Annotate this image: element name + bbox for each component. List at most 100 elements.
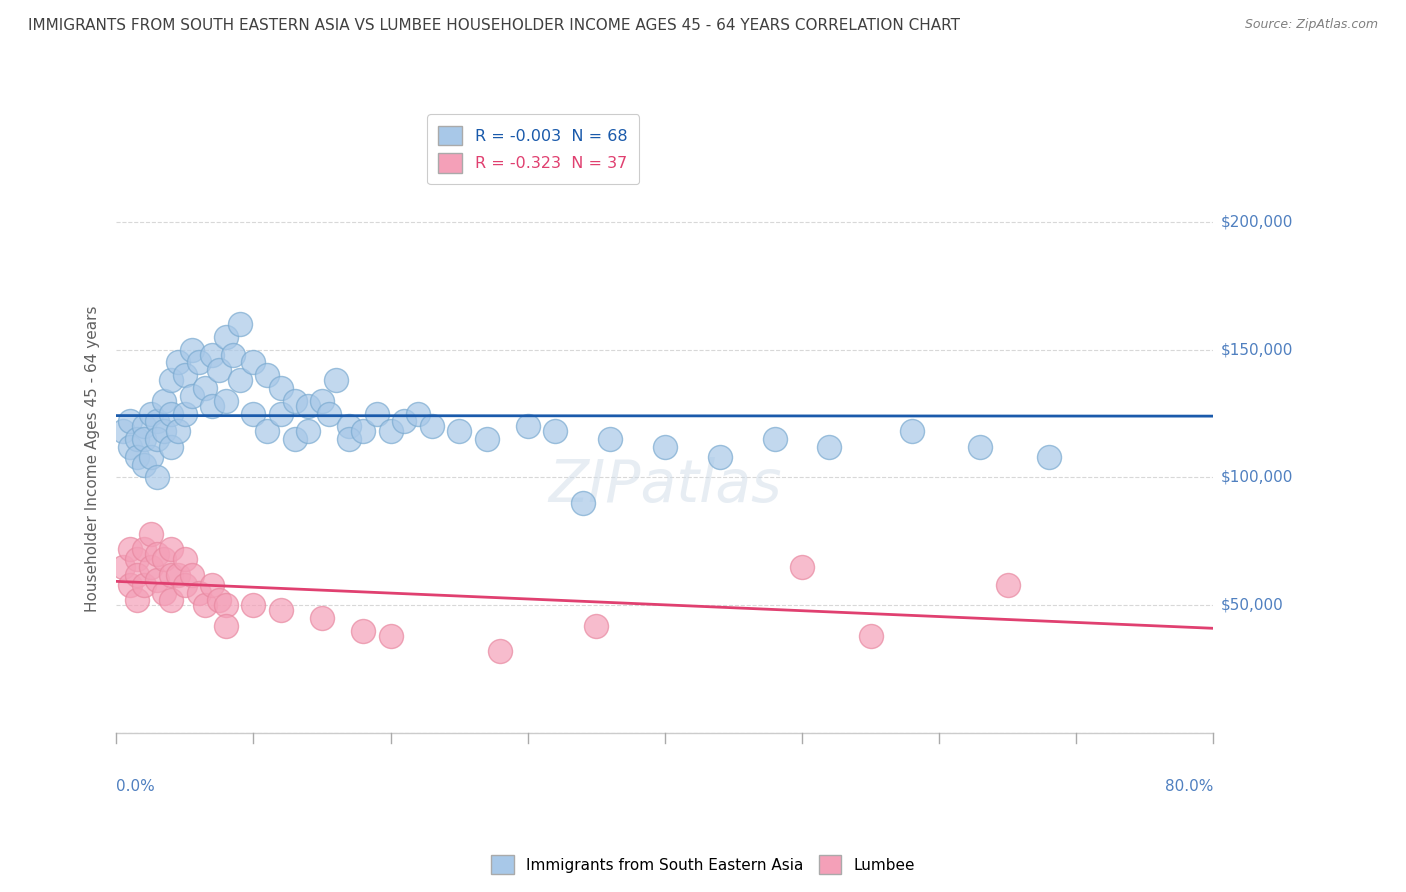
Point: [394, 414, 416, 428]
Point: [112, 560, 135, 574]
Point: [270, 407, 292, 421]
Point: [167, 567, 190, 582]
Point: [139, 560, 162, 574]
Point: [208, 593, 231, 607]
Point: [160, 593, 183, 607]
Point: [297, 399, 319, 413]
Point: [1038, 450, 1060, 464]
Text: Source: ZipAtlas.com: Source: ZipAtlas.com: [1244, 18, 1378, 31]
Point: [160, 440, 183, 454]
Point: [859, 629, 882, 643]
Point: [571, 496, 593, 510]
Point: [146, 432, 169, 446]
Point: [146, 414, 169, 428]
Point: [201, 578, 224, 592]
Point: [118, 440, 141, 454]
Point: [153, 585, 176, 599]
Point: [139, 407, 162, 421]
Point: [270, 381, 292, 395]
Point: [215, 599, 238, 613]
Point: [180, 567, 202, 582]
Point: [900, 425, 922, 439]
Point: [242, 355, 264, 369]
Point: [132, 432, 155, 446]
Point: [173, 407, 195, 421]
Point: [187, 585, 209, 599]
Point: [132, 578, 155, 592]
Point: [654, 440, 676, 454]
Point: [153, 393, 176, 408]
Point: [242, 599, 264, 613]
Text: $150,000: $150,000: [1220, 343, 1292, 357]
Point: [187, 355, 209, 369]
Legend: Immigrants from South Eastern Asia, Lumbee: Immigrants from South Eastern Asia, Lumb…: [485, 849, 921, 880]
Point: [228, 373, 250, 387]
Point: [585, 619, 607, 633]
Point: [256, 425, 278, 439]
Point: [790, 560, 813, 574]
Point: [132, 419, 155, 434]
Text: $50,000: $50,000: [1220, 598, 1284, 613]
Point: [180, 343, 202, 357]
Point: [339, 419, 361, 434]
Point: [173, 552, 195, 566]
Point: [297, 425, 319, 439]
Legend: R = -0.003  N = 68, R = -0.323  N = 37: R = -0.003 N = 68, R = -0.323 N = 37: [427, 114, 640, 184]
Point: [763, 432, 786, 446]
Point: [153, 552, 176, 566]
Point: [146, 470, 169, 484]
Point: [222, 348, 245, 362]
Point: [180, 389, 202, 403]
Point: [194, 599, 217, 613]
Point: [516, 419, 538, 434]
Point: [139, 526, 162, 541]
Point: [208, 363, 231, 377]
Point: [160, 373, 183, 387]
Point: [201, 348, 224, 362]
Point: [167, 425, 190, 439]
Text: $200,000: $200,000: [1220, 214, 1292, 229]
Point: [339, 432, 361, 446]
Point: [352, 624, 374, 638]
Point: [544, 425, 567, 439]
Point: [173, 368, 195, 383]
Point: [146, 573, 169, 587]
Point: [449, 425, 471, 439]
Point: [969, 440, 991, 454]
Point: [167, 355, 190, 369]
Point: [709, 450, 731, 464]
Point: [366, 407, 388, 421]
Point: [173, 578, 195, 592]
Text: IMMIGRANTS FROM SOUTH EASTERN ASIA VS LUMBEE HOUSEHOLDER INCOME AGES 45 - 64 YEA: IMMIGRANTS FROM SOUTH EASTERN ASIA VS LU…: [28, 18, 960, 33]
Point: [997, 578, 1019, 592]
Point: [215, 393, 238, 408]
Point: [475, 432, 498, 446]
Point: [283, 432, 305, 446]
Point: [818, 440, 841, 454]
Point: [352, 425, 374, 439]
Point: [325, 373, 347, 387]
Point: [283, 393, 305, 408]
Point: [160, 567, 183, 582]
Point: [146, 547, 169, 561]
Text: $100,000: $100,000: [1220, 470, 1292, 485]
Point: [125, 432, 148, 446]
Point: [380, 629, 402, 643]
Point: [228, 317, 250, 331]
Point: [311, 611, 333, 625]
Point: [215, 619, 238, 633]
Point: [194, 381, 217, 395]
Point: [270, 603, 292, 617]
Point: [160, 542, 183, 557]
Point: [242, 407, 264, 421]
Point: [125, 450, 148, 464]
Point: [201, 399, 224, 413]
Point: [160, 407, 183, 421]
Text: 80.0%: 80.0%: [1166, 779, 1213, 794]
Point: [256, 368, 278, 383]
Point: [125, 567, 148, 582]
Point: [132, 542, 155, 557]
Point: [153, 425, 176, 439]
Text: ZIPatlas: ZIPatlas: [548, 458, 782, 515]
Point: [311, 393, 333, 408]
